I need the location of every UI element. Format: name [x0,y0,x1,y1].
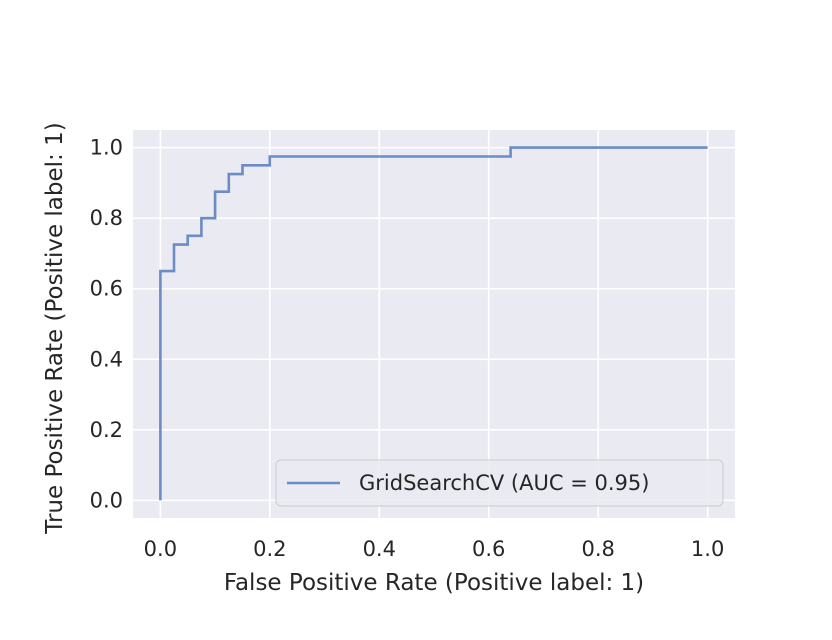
x-axis-label: False Positive Rate (Positive label: 1) [224,570,644,596]
plot-area [133,130,735,518]
y-tick-labels: 0.0 0.2 0.4 0.6 0.8 1.0 [90,136,123,513]
legend-box [275,459,724,507]
y-tick-label: 0.4 [90,347,123,371]
series-layer [159,146,708,501]
y-axis-label: True Positive Rate (Positive label: 1) [42,122,68,534]
y-tick-label: 1.0 [90,136,123,160]
x-tick-label: 0.4 [363,537,396,561]
y-tick-label: 0.6 [90,277,123,301]
roc-curve-line [159,146,708,501]
x-tick-labels: 0.0 0.2 0.4 0.6 0.8 1.0 [144,537,725,561]
x-tick-label: 0.6 [472,537,505,561]
y-tick-label: 0.2 [90,418,123,442]
y-tick-label: 0.8 [90,206,123,230]
x-tick-label: 0.2 [253,537,286,561]
x-tick-label: 0.0 [144,537,177,561]
legend: GridSearchCV (AUC = 0.95) [275,459,724,507]
grid-lines [133,130,735,518]
legend-label: GridSearchCV (AUC = 0.95) [359,471,649,495]
x-tick-label: 0.8 [581,537,614,561]
y-tick-label: 0.0 [90,488,123,512]
x-tick-label: 1.0 [691,537,724,561]
